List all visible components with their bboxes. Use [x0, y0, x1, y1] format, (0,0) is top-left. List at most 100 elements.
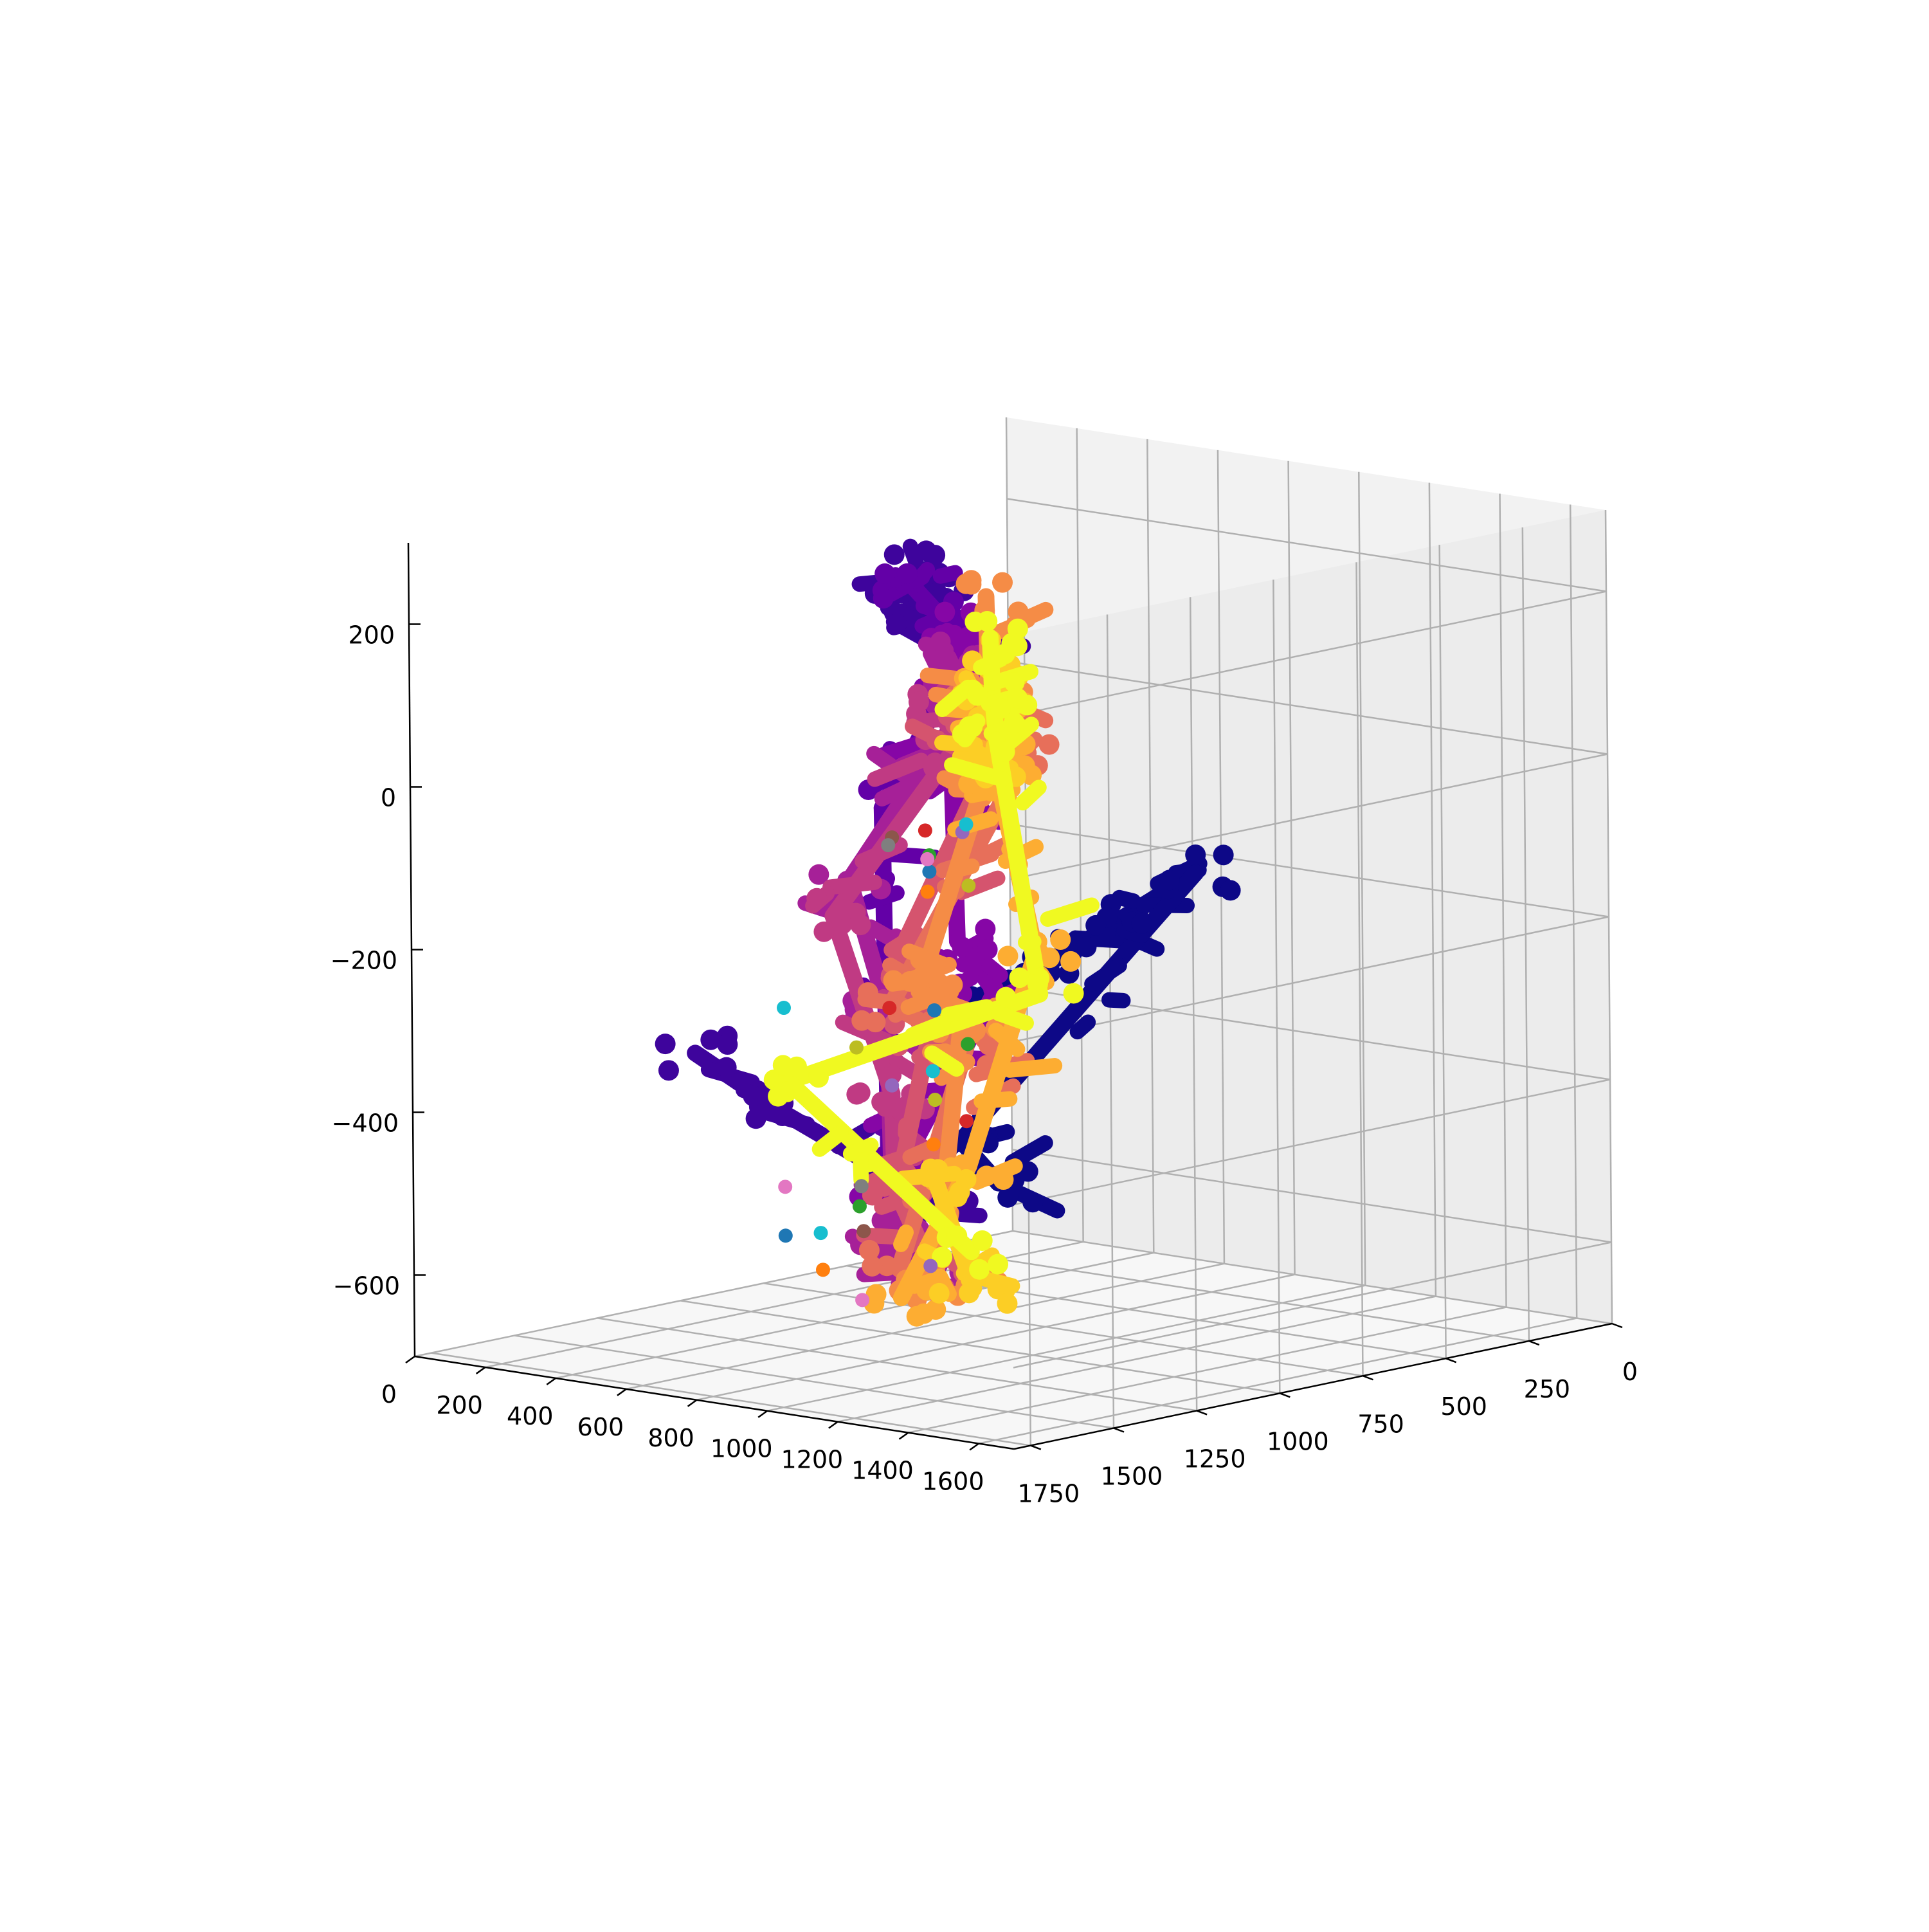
y-tick-label: 1250 — [1184, 1444, 1246, 1473]
trajectory-point — [976, 1165, 997, 1186]
y-tick-mark — [1446, 1358, 1456, 1362]
trajectory-point — [813, 922, 834, 942]
scatter-point — [779, 1228, 793, 1243]
trajectory-point — [773, 1055, 793, 1075]
trajectory-point — [1010, 967, 1030, 988]
trajectory-point — [977, 939, 998, 960]
scatter-point — [928, 1093, 942, 1107]
trajectory-branch — [860, 1160, 861, 1180]
y-tick-label: 1000 — [1267, 1427, 1329, 1455]
trajectory-point — [806, 888, 827, 909]
x-tick-mark — [758, 1411, 767, 1417]
z-tick-label: −200 — [331, 947, 397, 975]
trajectory-branch — [1078, 1023, 1089, 1032]
trajectory-point — [716, 1057, 737, 1078]
z-tick-label: 200 — [348, 621, 395, 650]
scatter-point — [882, 1001, 896, 1015]
trajectory-point — [808, 1067, 829, 1088]
scatter-point — [885, 1079, 899, 1093]
trajectory-point — [995, 742, 1015, 762]
trajectory-point — [1085, 915, 1106, 936]
trajectory-point — [858, 982, 878, 1003]
trajectory-point — [746, 1108, 766, 1129]
trajectory-point — [977, 611, 997, 632]
z-tick-label: −600 — [333, 1272, 400, 1300]
y-tick-mark — [1031, 1446, 1041, 1450]
trajectory-point — [1022, 1192, 1043, 1212]
x-tick-label: 1400 — [851, 1457, 914, 1485]
scatter-point — [922, 864, 936, 879]
x-tick-mark — [476, 1367, 485, 1374]
trajectory-point — [967, 685, 988, 706]
x-tick-label: 600 — [577, 1413, 624, 1441]
scatter-point — [959, 817, 974, 832]
trajectory-point — [972, 1230, 993, 1251]
trajectory-point — [851, 1010, 872, 1031]
scatter-point — [777, 1001, 791, 1015]
scatter-point — [920, 852, 934, 866]
trajectory-point — [1064, 983, 1084, 1004]
trajectory-point — [884, 544, 905, 565]
scatter-point — [926, 1064, 940, 1078]
scatter-point — [921, 885, 935, 899]
trajectory-branch — [948, 1007, 986, 1015]
x-tick-label: 1200 — [781, 1446, 844, 1474]
x-tick-mark — [829, 1422, 838, 1428]
trajectory-point — [1004, 713, 1024, 733]
trajectory-point — [909, 691, 929, 712]
trajectory-point — [1159, 870, 1180, 890]
trajectory-point — [956, 1169, 977, 1190]
y-tick-label: 1500 — [1101, 1463, 1163, 1491]
x-tick-mark — [970, 1444, 979, 1450]
trajectory-point — [930, 632, 951, 652]
trajectory-point — [1131, 913, 1152, 934]
trajectory-point — [988, 1254, 1008, 1275]
trajectory-point — [997, 1187, 1018, 1208]
trajectory-point — [1185, 844, 1206, 865]
trajectory-branch — [1010, 1066, 1055, 1070]
y-tick-mark — [1612, 1324, 1622, 1327]
x-tick-mark — [688, 1400, 697, 1407]
trajectory-branch — [905, 1125, 906, 1133]
x-tick-mark — [547, 1378, 556, 1385]
scatter-point — [923, 1259, 937, 1273]
trajectory-point — [873, 588, 894, 608]
trajectory-point — [975, 919, 995, 940]
trajectory-branch — [901, 1232, 906, 1244]
y-tick-label: 500 — [1440, 1392, 1487, 1421]
trajectory-point — [914, 1304, 934, 1324]
scatter-point — [853, 1199, 867, 1214]
trajectory-point — [946, 1226, 967, 1246]
trajectory-branch — [910, 547, 916, 561]
trajectory-branch — [1109, 1000, 1123, 1001]
trajectory-point — [997, 946, 1018, 967]
scatter-point — [816, 1262, 830, 1277]
y-tick-mark — [1197, 1410, 1207, 1414]
x-tick-label: 400 — [507, 1402, 554, 1430]
scatter-point — [881, 838, 895, 852]
y-tick-mark — [1114, 1428, 1124, 1432]
y-tick-label: 1750 — [1017, 1480, 1080, 1508]
trajectory-branch — [941, 573, 955, 576]
scatter-point — [814, 1226, 828, 1240]
trajectory-point — [929, 973, 950, 994]
scatter-point — [855, 1293, 869, 1307]
trajectory-point — [887, 614, 907, 634]
trajectory-point — [897, 563, 918, 584]
trajectory-point — [850, 1082, 871, 1103]
trajectory-point — [1007, 688, 1028, 709]
trajectory-branch — [981, 1099, 1010, 1102]
trajectory-point — [992, 572, 1013, 593]
z-tick-label: 0 — [381, 784, 396, 812]
trajectory-point — [955, 574, 976, 594]
trajectory-point — [871, 1092, 892, 1113]
trajectory-point — [717, 1034, 738, 1055]
x-tick-mark — [617, 1389, 626, 1396]
trajectory-point — [883, 970, 903, 990]
trajectory-point — [835, 900, 856, 920]
trajectory-point — [874, 563, 895, 584]
trajectory-point — [658, 1060, 679, 1080]
trajectory-point — [859, 1240, 880, 1261]
scatter-point — [961, 1037, 975, 1051]
